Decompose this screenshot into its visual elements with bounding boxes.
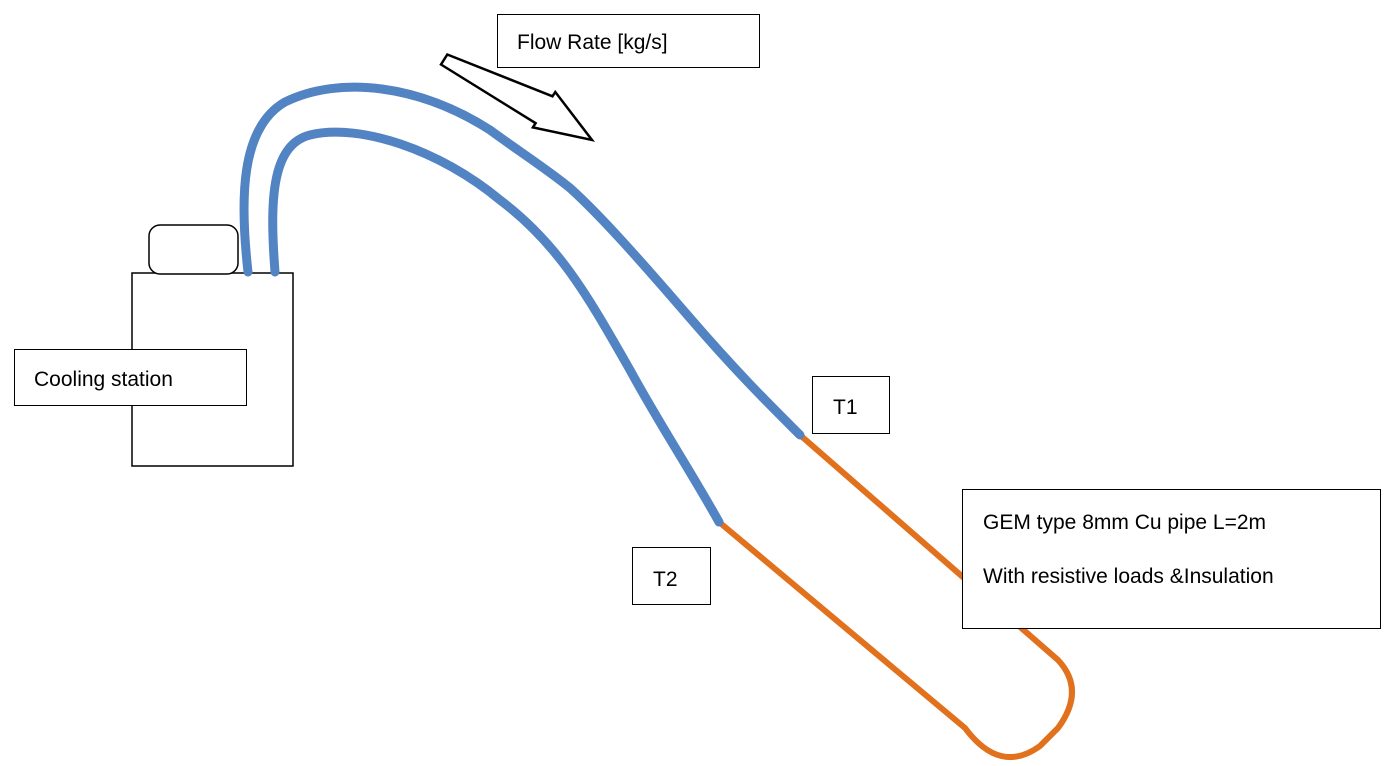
- t1-sensor-label: T1: [812, 376, 890, 434]
- t2-text: T2: [653, 568, 678, 591]
- flow-rate-label: Flow Rate [kg/s]: [497, 14, 760, 68]
- t2-sensor-label: T2: [632, 547, 711, 605]
- flow-arrow-icon: [439, 52, 596, 142]
- supply-hose: [239, 82, 805, 440]
- cooling-station-text: Cooling station: [34, 368, 173, 391]
- copper-pipe: [716, 432, 1075, 761]
- cooling-station-knob: [148, 224, 239, 275]
- pipe-description-line2: With resistive loads &Insulation: [983, 565, 1274, 588]
- t1-text: T1: [833, 396, 858, 419]
- pipe-description-label: GEM type 8mm Cu pipe L=2m With resistive…: [962, 489, 1381, 629]
- pipe-description-line1: GEM type 8mm Cu pipe L=2m: [983, 511, 1267, 534]
- cooling-station-label: Cooling station: [14, 349, 247, 406]
- return-hose: [268, 127, 724, 527]
- flow-rate-text: Flow Rate [kg/s]: [517, 31, 668, 54]
